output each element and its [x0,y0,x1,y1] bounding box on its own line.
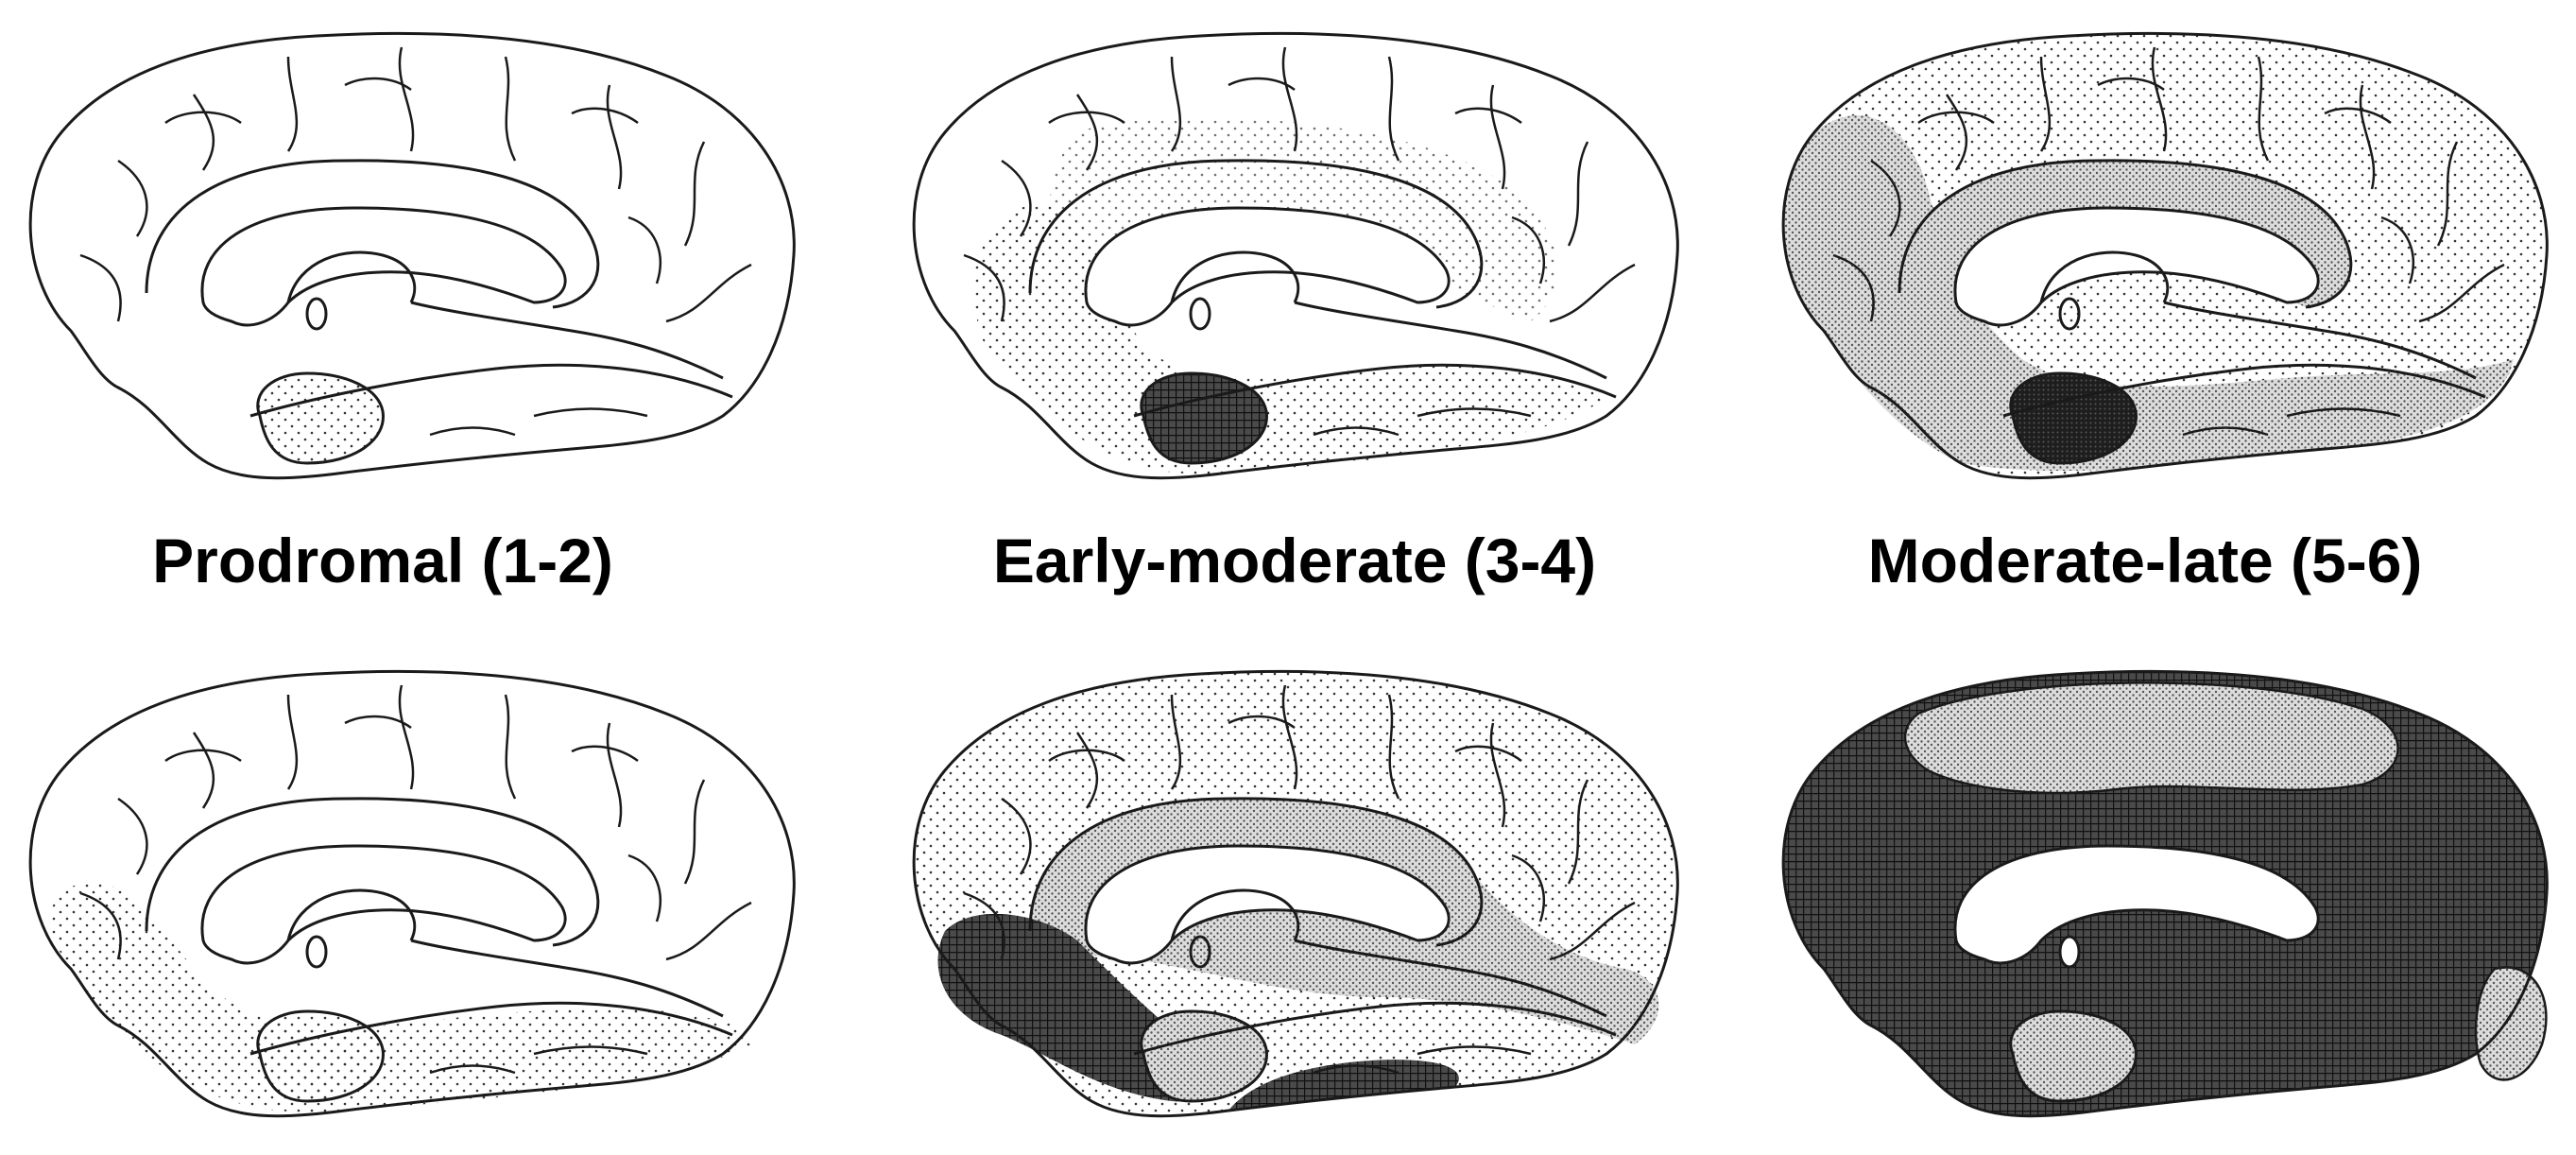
corpus-callosum [1953,844,2320,965]
temporal-region [50,882,753,1112]
brain-medial-view [912,669,1679,1118]
inferior-temporal-region [1228,1060,1459,1111]
brain-medial-view [28,31,796,480]
brain-bottom-prodromal [5,657,817,1129]
brain-top-early-moderate [888,19,1701,491]
brain-medial-view [28,669,796,1118]
motor-cortex-region [1903,681,2399,795]
brain-medial-view [912,31,1679,480]
brain-top-prodromal [5,19,817,491]
brain-outline [1781,669,2549,1118]
brain-bottom-moderate-late [1758,657,2570,1129]
anterior-commissure [2058,935,2081,969]
stage-label-early-moderate: Early-moderate (3-4) [992,526,1597,595]
stage-label-moderate-late: Moderate-late (5-6) [1867,526,2423,595]
limbic-region [1783,115,2514,472]
brain-medial-view [1781,31,2549,480]
brain-medial-view [1781,669,2549,1118]
occipital-region [2474,966,2548,1081]
brain-outline [28,31,796,480]
hippocampus-region [256,371,385,465]
temporal-region [973,204,1606,474]
brain-bottom-early-moderate [888,657,1701,1129]
stage-label-prodromal: Prodromal (1-2) [152,526,613,595]
brain-top-moderate-late [1758,19,2570,491]
